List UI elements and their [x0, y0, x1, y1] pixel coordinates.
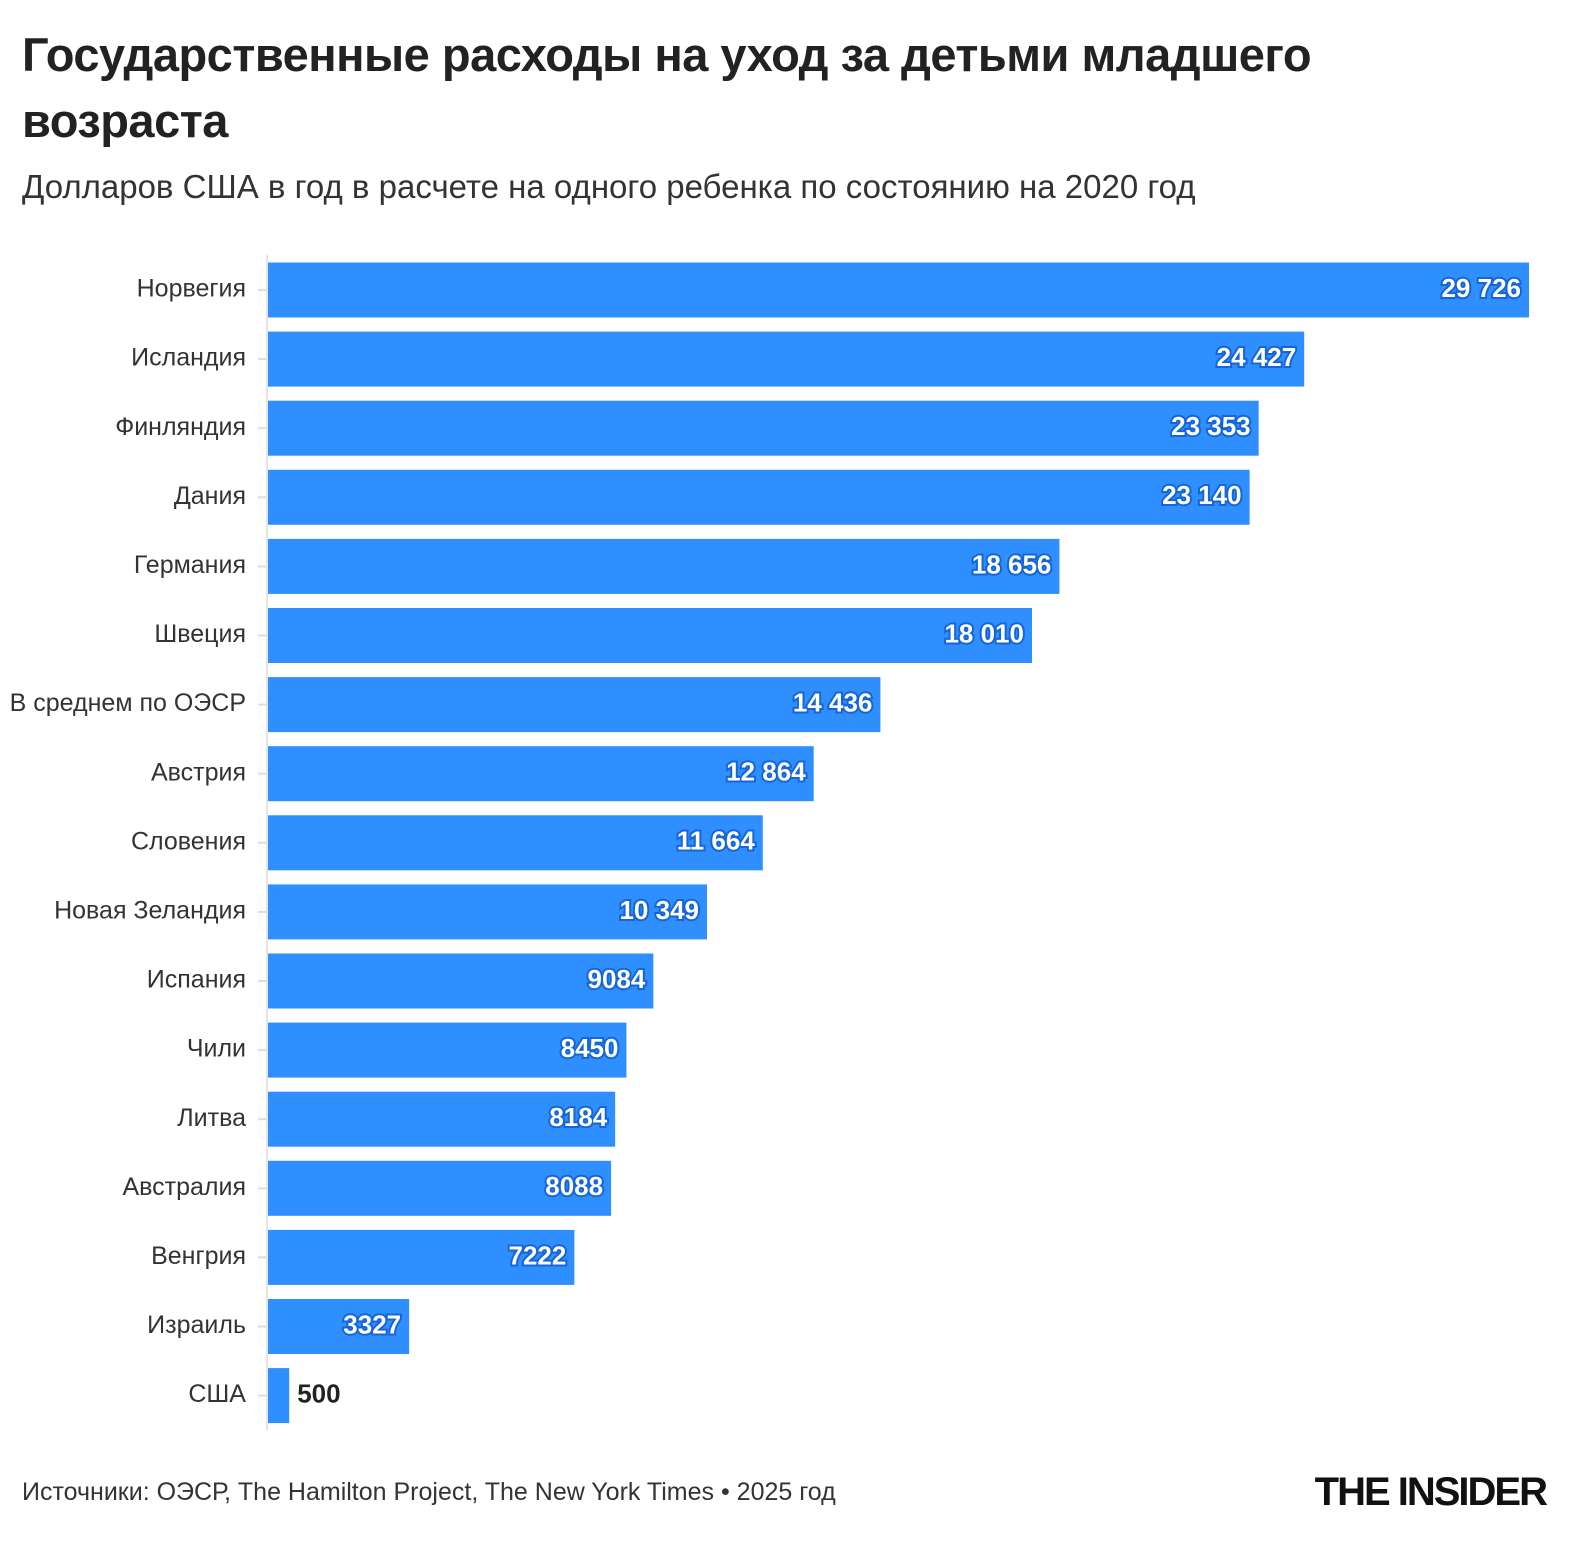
- bar: [268, 1368, 290, 1424]
- bar: [268, 262, 1529, 318]
- value-label: 12 864: [726, 757, 806, 787]
- category-label: Австрия: [151, 758, 246, 786]
- value-label: 7222: [509, 1240, 567, 1270]
- category-label: Литва: [177, 1104, 246, 1132]
- value-label: 18 010: [944, 618, 1024, 648]
- category-label: Словения: [131, 827, 246, 855]
- category-label: Швеция: [154, 620, 246, 648]
- bar: [268, 1160, 612, 1216]
- category-label: Чили: [187, 1035, 246, 1063]
- logo: THE INSIDER: [1314, 1470, 1548, 1514]
- category-label: Дания: [174, 482, 246, 510]
- value-label: 23 140: [1162, 480, 1242, 510]
- bar: [268, 1299, 410, 1354]
- category-label: Новая Зеландия: [54, 897, 246, 925]
- bar: [268, 677, 881, 733]
- category-label: Германия: [134, 551, 246, 579]
- chart: Норвегия 29 726 Исландия 24 427 Финляндия 23 …: [10, 255, 1529, 1431]
- category-label: Финляндия: [115, 413, 246, 441]
- value-label: 3327: [343, 1309, 401, 1339]
- value-label: 24 427: [1217, 342, 1297, 372]
- value-label: 8088: [545, 1171, 603, 1201]
- value-label: 500: [297, 1378, 340, 1408]
- bar: [268, 538, 1060, 594]
- bar: [268, 1022, 627, 1078]
- category-label: Израиль: [147, 1311, 246, 1339]
- category-label: Венгрия: [151, 1242, 246, 1270]
- category-label: Исландия: [131, 344, 246, 372]
- chart-title: Государственные расходы на уход за детьм…: [22, 28, 1312, 147]
- bar: [268, 608, 1032, 663]
- bar: [268, 469, 1250, 525]
- value-label: 14 436: [793, 687, 873, 717]
- bar: [268, 1229, 575, 1285]
- source-note: Источники: ОЭСР, The Hamilton Project, T…: [22, 1478, 836, 1506]
- value-label: 23 353: [1171, 411, 1251, 441]
- value-label: 8450: [561, 1033, 619, 1063]
- bar: [268, 1091, 616, 1147]
- bar: [268, 331, 1305, 387]
- category-label: В среднем по ОЭСР: [10, 689, 246, 717]
- value-label: 11 664: [677, 826, 756, 856]
- bar: [268, 815, 763, 871]
- bar: [268, 400, 1259, 456]
- category-label: США: [188, 1380, 246, 1408]
- category-label: Австралия: [122, 1173, 246, 1201]
- value-label: 8184: [549, 1102, 607, 1132]
- category-label: Испания: [147, 966, 246, 994]
- category-label: Норвегия: [137, 275, 246, 303]
- chart-subtitle: Долларов США в год в расчете на одного р…: [22, 168, 1196, 205]
- bar: [268, 953, 654, 1009]
- value-label: 18 656: [972, 549, 1052, 579]
- value-label: 9084: [588, 964, 646, 994]
- value-label: 29 726: [1441, 273, 1521, 303]
- value-label: 10 349: [619, 895, 699, 925]
- bar: [268, 746, 814, 802]
- bar: [268, 884, 708, 940]
